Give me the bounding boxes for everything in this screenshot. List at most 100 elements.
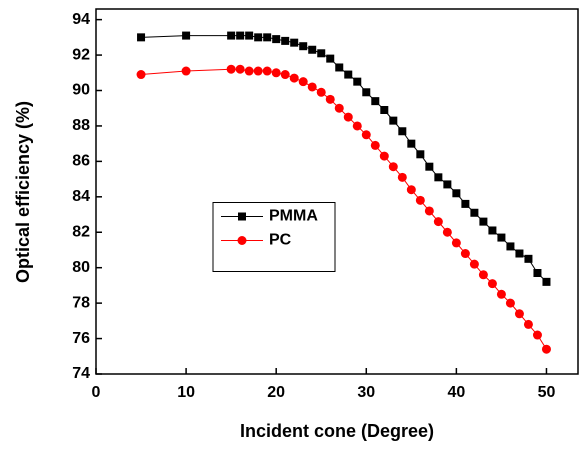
- x-tick-label: 30: [357, 384, 375, 401]
- legend-marker: [237, 236, 247, 245]
- x-axis-label: Incident cone (Degree): [240, 421, 434, 441]
- data-point: [505, 298, 515, 308]
- data-point: [271, 68, 281, 78]
- data-point: [460, 249, 470, 259]
- data-point: [262, 66, 272, 76]
- data-point: [496, 289, 506, 299]
- data-point: [370, 140, 380, 150]
- data-point: [181, 66, 191, 76]
- y-tick-label: 86: [72, 153, 90, 170]
- data-point: [380, 105, 389, 114]
- data-point: [443, 180, 452, 189]
- data-point: [298, 77, 308, 87]
- data-point: [506, 242, 515, 251]
- data-point: [371, 97, 380, 106]
- data-point: [478, 270, 488, 280]
- data-point: [470, 208, 479, 217]
- y-tick-label: 88: [72, 117, 90, 134]
- data-point: [335, 63, 344, 72]
- x-tick-label: 0: [92, 384, 101, 401]
- data-point: [136, 70, 146, 80]
- data-point: [487, 279, 497, 289]
- data-point: [451, 238, 461, 248]
- data-point: [397, 172, 407, 182]
- y-tick-label: 82: [72, 223, 90, 240]
- data-point: [424, 206, 434, 216]
- data-point: [325, 94, 335, 104]
- data-point: [307, 82, 317, 92]
- data-point: [479, 217, 488, 226]
- data-point: [452, 189, 461, 198]
- data-point: [416, 150, 425, 159]
- legend-box: [212, 202, 336, 272]
- x-tick-label: 40: [447, 384, 465, 401]
- data-point: [515, 249, 524, 258]
- x-tick-label: 50: [538, 384, 556, 401]
- data-point: [433, 217, 443, 227]
- y-tick-label: 84: [72, 188, 90, 205]
- data-point: [362, 88, 371, 97]
- data-point: [497, 233, 506, 242]
- data-point: [272, 35, 281, 44]
- data-point: [406, 185, 416, 195]
- y-tick-label: 78: [72, 294, 90, 311]
- data-point: [542, 277, 551, 286]
- data-point: [280, 70, 290, 80]
- data-point: [281, 36, 290, 45]
- y-tick-label: 74: [72, 365, 90, 382]
- data-point: [352, 121, 362, 131]
- data-point: [308, 45, 317, 54]
- data-point: [425, 162, 434, 171]
- y-tick-label: 80: [72, 259, 90, 276]
- data-point: [253, 66, 263, 76]
- data-point: [245, 31, 254, 40]
- data-point: [289, 73, 299, 83]
- data-point: [415, 195, 425, 205]
- data-point: [244, 66, 254, 76]
- data-point: [389, 116, 398, 125]
- data-point: [137, 33, 146, 42]
- data-point: [227, 31, 236, 40]
- series-line: [141, 68, 547, 350]
- legend-label: PMMA: [269, 208, 318, 225]
- data-point: [182, 31, 191, 40]
- data-point: [290, 38, 299, 47]
- data-point: [461, 199, 470, 208]
- y-axis-label: Optical efficiency (%): [13, 101, 33, 283]
- legend-marker: [238, 212, 246, 221]
- data-point: [524, 254, 533, 263]
- legend-label: PC: [269, 232, 292, 249]
- data-point: [317, 49, 326, 58]
- data-point: [353, 77, 362, 86]
- x-tick-label: 10: [177, 384, 195, 401]
- data-point: [263, 33, 272, 42]
- data-point: [361, 130, 371, 140]
- x-tick-label: 20: [267, 384, 285, 401]
- data-point: [469, 259, 479, 269]
- data-point: [236, 31, 245, 40]
- data-point: [388, 162, 398, 172]
- data-point: [343, 112, 353, 122]
- data-point: [407, 139, 416, 148]
- y-tick-label: 76: [72, 330, 90, 347]
- data-point: [299, 42, 308, 51]
- data-point: [434, 173, 443, 182]
- series-line: [141, 35, 547, 283]
- y-tick-label: 90: [72, 82, 90, 99]
- data-point: [344, 70, 353, 79]
- data-point: [533, 269, 542, 278]
- data-point: [523, 319, 533, 329]
- data-point: [326, 54, 335, 63]
- y-tick-label: 94: [72, 11, 90, 28]
- data-point: [226, 64, 236, 74]
- data-point: [398, 127, 407, 136]
- data-point: [254, 33, 263, 42]
- y-tick-label: 92: [72, 46, 90, 63]
- data-point: [514, 309, 524, 319]
- data-point: [442, 227, 452, 237]
- data-point: [488, 226, 497, 235]
- data-point: [316, 87, 326, 97]
- data-point: [532, 330, 542, 340]
- data-point: [379, 151, 389, 161]
